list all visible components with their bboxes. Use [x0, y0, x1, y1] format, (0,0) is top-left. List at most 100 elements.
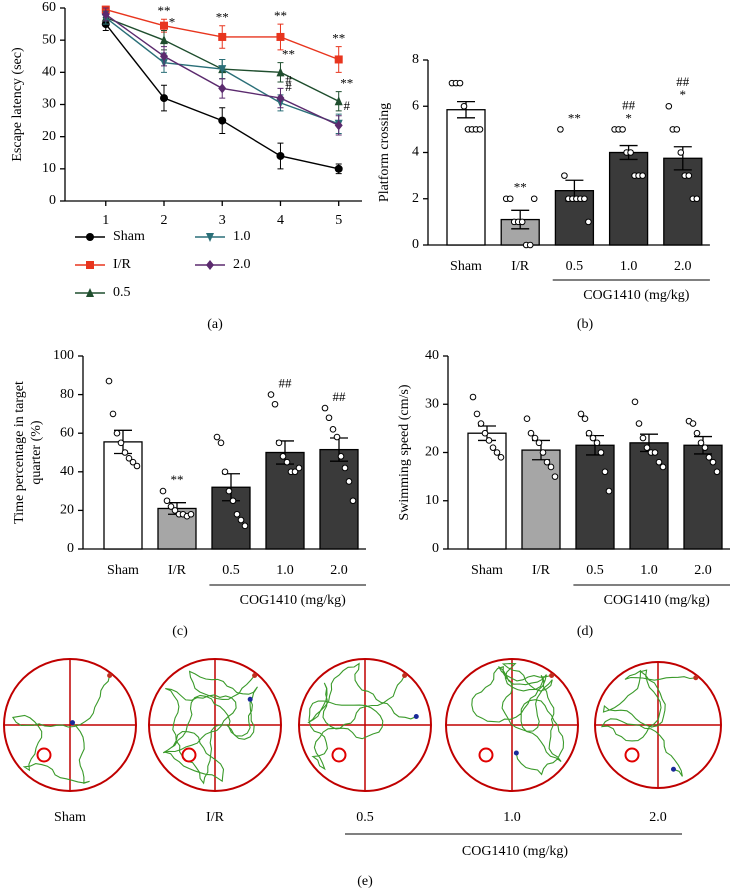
- data-point: [693, 429, 701, 437]
- legend-label: 1.0: [233, 229, 251, 244]
- data-point: [267, 391, 275, 398]
- significance-label: **: [340, 76, 353, 91]
- panel-label: (b): [577, 317, 594, 332]
- swim-track: [471, 663, 565, 776]
- data-point: [129, 458, 137, 466]
- y-tick-label: 20: [42, 129, 56, 144]
- x-tick-label: I/R: [168, 563, 187, 578]
- data-point: [627, 149, 634, 156]
- data-point: [631, 398, 639, 406]
- y-axis-label: Time percentage in target: [12, 381, 27, 524]
- y-tick-label: 40: [42, 65, 56, 80]
- bar: [467, 432, 507, 550]
- data-point: [551, 473, 559, 480]
- start-point: [693, 675, 699, 681]
- y-tick-label: 50: [42, 32, 56, 47]
- track-label: 2.0: [649, 810, 667, 825]
- significance-label: **: [216, 10, 229, 25]
- data-point: [163, 497, 171, 505]
- data-point: [237, 516, 245, 524]
- data-point: [713, 468, 721, 476]
- y-tick-label: 0: [67, 541, 74, 556]
- x-tick-label: 4: [277, 213, 284, 228]
- panel-label: (a): [207, 317, 223, 332]
- data-point: [665, 102, 673, 110]
- marker: [276, 93, 285, 104]
- data-point: [456, 79, 464, 87]
- y-tick-label: 0: [49, 193, 56, 208]
- end-point: [513, 750, 519, 756]
- data-point: [531, 434, 539, 442]
- data-point: [693, 195, 701, 203]
- data-point: [485, 437, 493, 444]
- marker: [160, 51, 168, 62]
- track-image: [148, 658, 282, 792]
- x-tick-label: 2.0: [330, 563, 348, 578]
- marker: [334, 55, 343, 64]
- y-tick-label: 10: [425, 493, 439, 508]
- y-tick-label: 0: [432, 541, 439, 556]
- y-tick-label: 100: [53, 348, 74, 363]
- data-point: [133, 462, 141, 470]
- significance-label: ##: [676, 74, 690, 89]
- data-point: [473, 410, 481, 418]
- start-point: [402, 673, 408, 678]
- data-point: [283, 458, 291, 466]
- marker: [276, 67, 285, 77]
- y-tick-label: 0: [412, 237, 419, 252]
- data-point: [233, 510, 241, 518]
- data-point: [547, 463, 555, 471]
- marker: [218, 65, 227, 75]
- panel-label: (c): [172, 624, 188, 639]
- panel-label: (d): [577, 624, 594, 639]
- data-point: [117, 439, 125, 447]
- y-tick-label: 30: [425, 396, 439, 411]
- x-tick-label: 0.5: [222, 563, 240, 578]
- data-point: [275, 439, 283, 447]
- legend-marker: [206, 260, 214, 270]
- platform: [36, 747, 52, 763]
- data-point: [121, 449, 129, 456]
- end-point: [70, 720, 76, 726]
- platform: [624, 747, 640, 763]
- track-label: Sham: [54, 810, 86, 825]
- x-tick-label: Sham: [107, 563, 139, 578]
- bar: [103, 441, 143, 550]
- data-point: [481, 429, 489, 437]
- significance-label: ##: [279, 376, 293, 391]
- x-tick-label: 1.0: [620, 259, 638, 274]
- data-point: [643, 444, 651, 451]
- data-point: [581, 195, 588, 203]
- significance-label: #: [285, 79, 292, 94]
- group-label: COG1410 (mg/kg): [462, 844, 569, 859]
- x-tick-label: 0.5: [586, 563, 604, 578]
- data-point: [337, 453, 345, 460]
- y-tick-label: 6: [412, 98, 419, 113]
- data-point: [639, 434, 647, 442]
- marker: [276, 32, 285, 41]
- data-point: [113, 429, 121, 437]
- data-point: [159, 487, 167, 495]
- significance-label: *: [625, 110, 632, 125]
- significance-label: **: [171, 472, 184, 487]
- legend-marker: [206, 233, 214, 242]
- track-image: [298, 658, 432, 792]
- legend-label: 0.5: [113, 285, 131, 300]
- data-point: [685, 172, 693, 179]
- significance-label: ##: [333, 389, 347, 404]
- data-point: [333, 433, 341, 441]
- data-point: [489, 444, 497, 451]
- data-point: [619, 126, 626, 133]
- swim-track: [162, 670, 258, 785]
- data-point: [213, 433, 221, 441]
- y-tick-label: 4: [412, 145, 419, 160]
- x-tick-label: Sham: [471, 563, 503, 578]
- data-point: [581, 415, 589, 423]
- x-tick-label: 1.0: [276, 563, 294, 578]
- y-tick-label: 60: [60, 425, 74, 440]
- significance-label: **: [274, 8, 287, 23]
- data-point: [493, 449, 501, 456]
- data-point: [217, 439, 225, 447]
